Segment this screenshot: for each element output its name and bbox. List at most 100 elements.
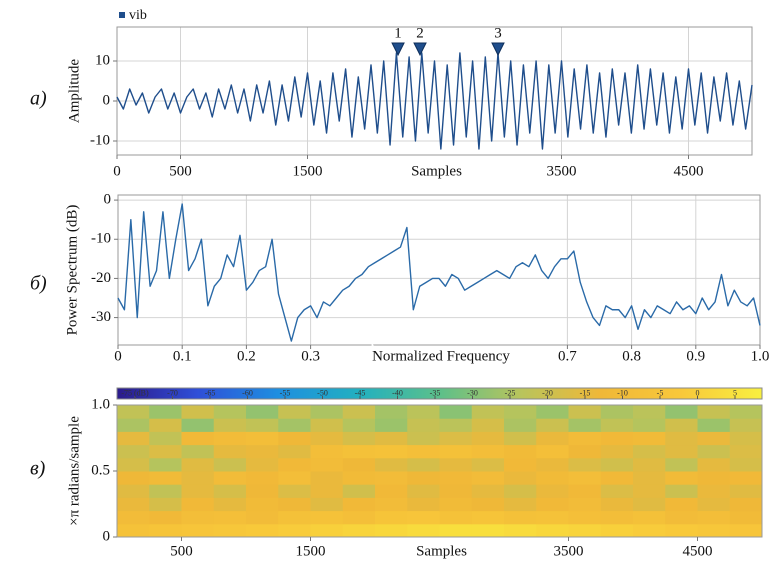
heatmap-cell <box>213 444 247 459</box>
colorbar-tick-label: -50 <box>317 388 328 397</box>
heatmap-cell <box>149 444 182 459</box>
heatmap-cell <box>600 523 634 538</box>
heatmap-cell <box>117 444 150 459</box>
heatmap-cell <box>407 523 440 538</box>
heatmap-cell <box>633 523 666 538</box>
heatmap-cell <box>665 497 698 512</box>
heatmap-cell <box>439 405 473 419</box>
colorbar-tick-label: -25 <box>505 388 516 397</box>
heatmap-cell <box>117 510 150 525</box>
heatmap-cell <box>471 444 505 459</box>
x-axis-label: Normalized Frequency <box>372 348 510 364</box>
x-tick-label: 500 <box>170 543 193 559</box>
x-tick-label: 0.7 <box>558 348 577 364</box>
heatmap-cell <box>471 510 505 525</box>
heatmap-cell <box>600 471 634 485</box>
heatmap-cell <box>504 497 537 512</box>
marker <box>413 42 427 57</box>
heatmap-cell <box>342 444 376 459</box>
heatmap-cell <box>633 431 666 446</box>
heatmap-cell <box>407 510 440 525</box>
heatmap-cell <box>278 405 311 419</box>
heatmap-cell <box>375 497 408 512</box>
heatmap-cell <box>310 497 344 512</box>
y-axis-label: Amplitude <box>66 59 82 124</box>
heatmap-cell <box>439 457 473 472</box>
heatmap-cell <box>633 405 666 419</box>
colorbar-tick-label: -45 <box>355 388 366 397</box>
heatmap-cell <box>568 405 602 419</box>
heatmap-cell <box>149 405 182 419</box>
marker <box>491 42 505 57</box>
heatmap-cell <box>697 418 731 432</box>
heatmap-cell <box>729 510 763 525</box>
heatmap-cell <box>568 431 602 446</box>
x-tick-label: 0 <box>114 348 122 364</box>
x-tick-label: 0 <box>113 163 121 179</box>
heatmap-cell <box>439 523 473 538</box>
heatmap-cell <box>471 405 505 419</box>
marker-label: 3 <box>494 25 502 41</box>
heatmap-cell <box>568 484 602 498</box>
heatmap-cell <box>213 523 247 538</box>
colorbar-tick-label: -15 <box>580 388 591 397</box>
heatmap-cell <box>342 405 376 419</box>
heatmap-cell <box>697 471 731 485</box>
heatmap-cell <box>246 471 279 485</box>
colorbar-tick-label: 0 <box>696 388 700 397</box>
heatmap-cell <box>342 418 376 432</box>
heatmap-cell <box>117 431 150 446</box>
heatmap-cell <box>439 510 473 525</box>
heatmap-cell <box>117 471 150 485</box>
heatmap-cell <box>600 431 634 446</box>
x-tick-label: 0.1 <box>173 348 192 364</box>
legend-label: vib <box>129 8 147 23</box>
heatmap-cell <box>471 471 505 485</box>
heatmap-cell <box>568 471 602 485</box>
heatmap-cell <box>407 471 440 485</box>
colorbar-tick-label: -65 <box>205 388 216 397</box>
heatmap-cell <box>310 471 344 485</box>
x-tick-label: 1500 <box>296 543 326 559</box>
heatmap-cell <box>117 497 150 512</box>
heatmap-cell <box>729 418 763 432</box>
x-tick-label: 500 <box>169 163 192 179</box>
heatmap-cell <box>471 484 505 498</box>
heatmap-cell <box>536 484 569 498</box>
heatmap-cell <box>600 457 634 472</box>
heatmap-cell <box>310 523 344 538</box>
heatmap-cell <box>375 418 408 432</box>
heatmap-cell <box>471 431 505 446</box>
heatmap-cell <box>536 510 569 525</box>
heatmap-cell <box>729 523 763 538</box>
heatmap-cell <box>246 444 279 459</box>
x-tick-label: 0.3 <box>301 348 320 364</box>
x-axis-label: Samples <box>411 163 462 179</box>
colorbar-tick-label: -40 <box>392 388 403 397</box>
heatmap-cell <box>278 444 311 459</box>
heatmap-cell <box>407 497 440 512</box>
heatmap-cell <box>375 510 408 525</box>
x-tick-label: 4500 <box>674 163 704 179</box>
y-tick-label: -10 <box>91 231 111 247</box>
heatmap-cell <box>117 405 150 419</box>
heatmap-cell <box>439 444 473 459</box>
heatmap-cell <box>117 523 150 538</box>
y-tick-label: 0 <box>103 528 111 544</box>
heatmap-cell <box>181 510 215 525</box>
heatmap-cell <box>213 471 247 485</box>
heatmap-cell <box>600 444 634 459</box>
series-line <box>116 52 753 150</box>
heatmap-cell <box>246 484 279 498</box>
heatmap-cell <box>536 418 569 432</box>
heatmap-cell <box>310 510 344 525</box>
heatmap-cell <box>149 471 182 485</box>
heatmap-cell <box>633 497 666 512</box>
heatmap-cell <box>568 510 602 525</box>
heatmap-cell <box>633 418 666 432</box>
heatmap-cell <box>504 405 537 419</box>
panel-label: б) <box>30 273 47 295</box>
heatmap-cell <box>342 510 376 525</box>
heatmap-cell <box>278 457 311 472</box>
